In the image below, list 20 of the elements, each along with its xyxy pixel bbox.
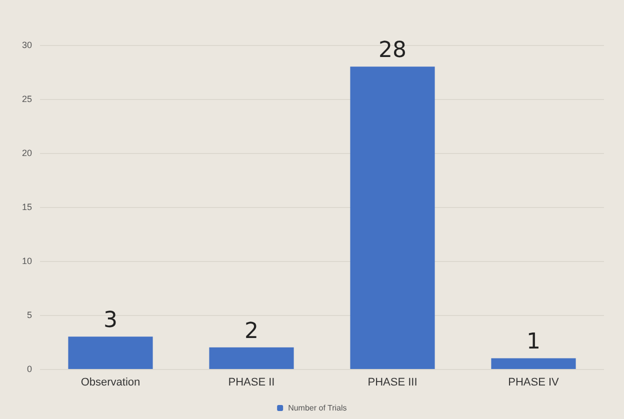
bar bbox=[209, 347, 294, 369]
x-tick-label: PHASE III bbox=[368, 376, 418, 388]
data-label: 2 bbox=[244, 318, 258, 344]
y-tick-label: 20 bbox=[22, 148, 32, 158]
y-tick-label: 30 bbox=[22, 40, 32, 50]
y-tick-label: 10 bbox=[22, 256, 32, 266]
bar bbox=[350, 66, 435, 369]
x-tick-label: PHASE II bbox=[228, 376, 275, 388]
x-tick-label: PHASE IV bbox=[508, 376, 560, 388]
y-tick-label: 15 bbox=[22, 202, 32, 212]
data-label: 3 bbox=[104, 308, 118, 334]
bar bbox=[491, 358, 576, 369]
data-label: 28 bbox=[378, 38, 406, 64]
data-label: 1 bbox=[526, 330, 540, 355]
y-tick-label: 0 bbox=[26, 364, 32, 374]
y-tick-label: 5 bbox=[26, 310, 32, 320]
legend-label: Number of Trials bbox=[288, 404, 347, 412]
x-tick-label: Observation bbox=[80, 376, 140, 388]
bar bbox=[68, 336, 153, 369]
y-tick-label: 25 bbox=[22, 94, 32, 104]
